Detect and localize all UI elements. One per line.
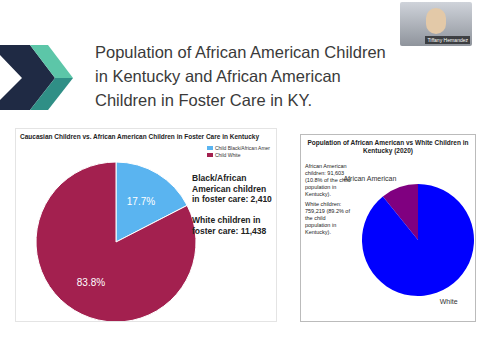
svg-text:17.7%: 17.7%	[127, 196, 155, 207]
html-text:Black/African American childre: Black/African American children in foste…	[192, 173, 272, 205]
svg-text:White: White	[440, 298, 458, 305]
html-text:African American children: 91,: African American children: 91,603 (10.8%…	[305, 163, 351, 197]
html-text:Tiffany Hernandez: Tiffany Hernandez	[427, 37, 468, 43]
html-text:Child Black/African Amer: Child Black/African Amer	[215, 145, 270, 151]
html-text:Child White: Child White	[215, 151, 241, 158]
html-text:Population of African American: Population of African American vs White …	[307, 139, 469, 154]
html-text:White children in foster care:: White children in foster care: 11,438	[192, 214, 267, 236]
html-text:Caucasian Children vs. African: Caucasian Children vs. African American …	[20, 133, 259, 140]
html-text:White children: 759,219 (89.2%: White children: 759,219 (89.2% of the ch…	[305, 201, 350, 235]
svg-text:83.8%: 83.8%	[77, 277, 105, 288]
svg-text:African American: African American	[343, 175, 396, 182]
html-text:Population of African American: Population of African American Children …	[95, 43, 386, 109]
